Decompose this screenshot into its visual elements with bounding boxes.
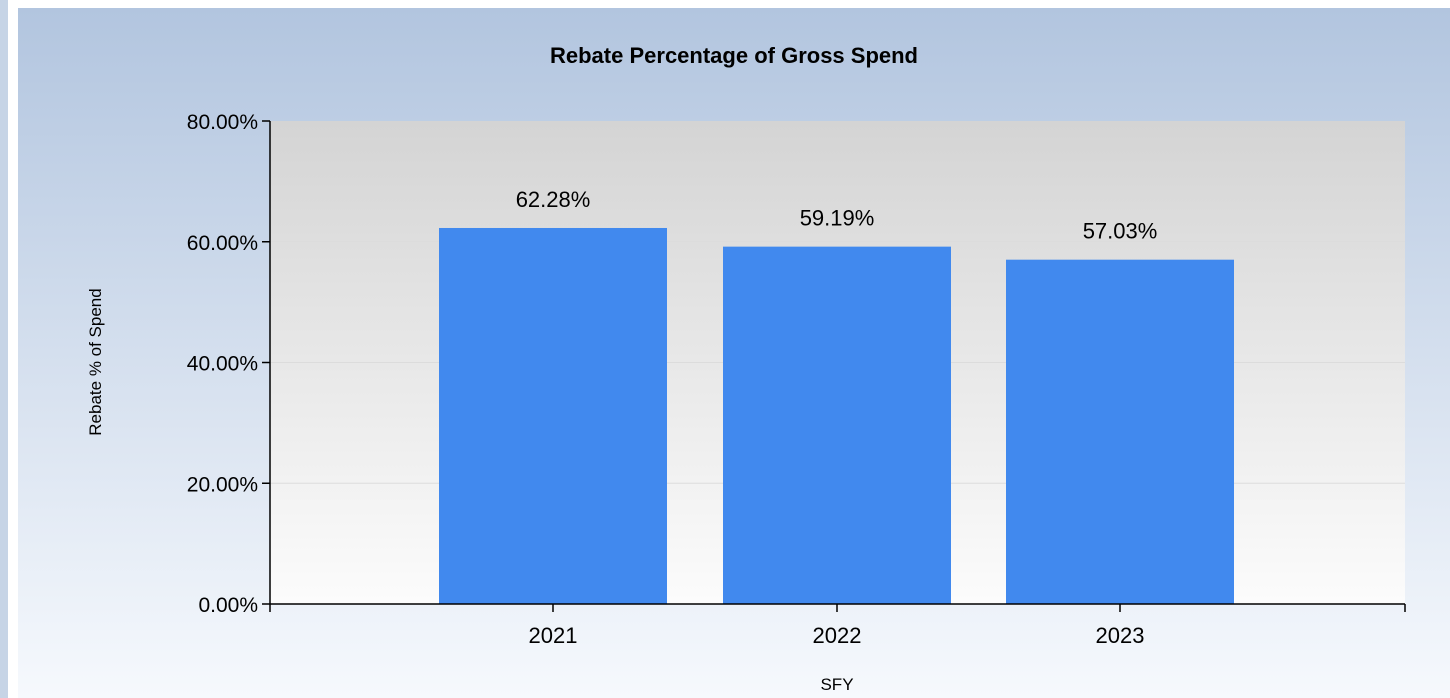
x-tick-label: 2022: [813, 623, 862, 648]
y-tick-label: 0.00%: [198, 594, 258, 617]
y-tick-label: 20.00%: [187, 473, 258, 496]
y-tick-label: 40.00%: [187, 353, 258, 376]
y-axis-title: Rebate % of Spend: [86, 288, 105, 435]
y-tick-label: 60.00%: [187, 232, 258, 255]
x-tick-label: 2023: [1096, 623, 1145, 648]
x-axis-title: SFY: [820, 675, 853, 694]
bar-2023: [1006, 259, 1234, 604]
y-ticks: 0.00% 20.00% 40.00% 60.00% 80.00%: [187, 111, 270, 617]
data-labels: 62.28% 59.19% 57.03%: [516, 187, 1158, 244]
x-tick-label: 2021: [529, 623, 578, 648]
data-label-2021: 62.28%: [516, 187, 591, 212]
left-border-strip: [0, 0, 8, 698]
bars: [439, 227, 1234, 604]
y-tick-label: 80.00%: [187, 111, 258, 134]
bar-2021: [439, 227, 667, 604]
data-label-2022: 59.19%: [800, 206, 875, 231]
chart-title: Rebate Percentage of Gross Spend: [550, 43, 918, 68]
x-ticks: 2021 2022 2023: [269, 604, 1406, 648]
bar-2022: [723, 246, 951, 604]
data-label-2023: 57.03%: [1083, 219, 1158, 244]
